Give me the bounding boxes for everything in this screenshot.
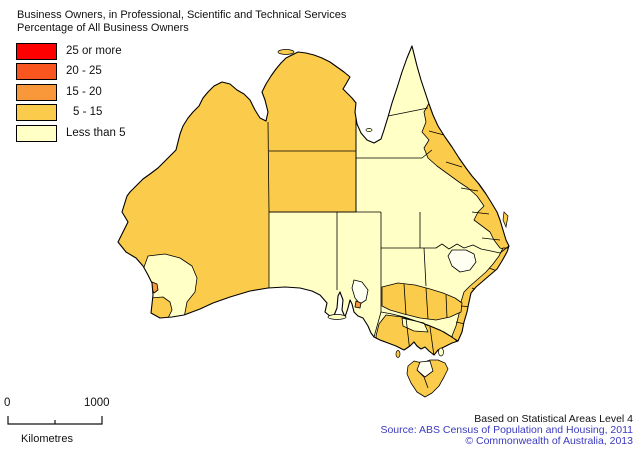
king-island bbox=[395, 350, 401, 358]
mornington-island bbox=[365, 128, 373, 132]
region-central-new-south-wales bbox=[381, 282, 463, 321]
attribution-basis: Based on Statistical Areas Level 4 bbox=[474, 413, 633, 425]
map-title: Business Owners, in Professional, Scient… bbox=[17, 9, 346, 35]
map-title-line1: Business Owners, in Professional, Scient… bbox=[17, 9, 347, 21]
attribution-copyright: © Commonwealth of Australia, 2013 bbox=[465, 434, 633, 447]
region-new-england bbox=[447, 249, 477, 273]
legend-label: Less than 5 bbox=[66, 127, 126, 139]
region-tasmania-north bbox=[416, 360, 434, 378]
legend-swatch-25-or-more bbox=[16, 43, 57, 60]
legend-swatch-20-25 bbox=[16, 63, 57, 80]
flinders-island bbox=[438, 347, 444, 357]
legend-swatch-15-20 bbox=[16, 84, 57, 101]
attribution-source: Source: ABS Census of Population and Hou… bbox=[380, 423, 633, 436]
scale-bar bbox=[7, 416, 103, 425]
legend-swatch-5-15 bbox=[16, 104, 57, 121]
australia-coastline bbox=[117, 45, 510, 356]
region-tasmania bbox=[406, 359, 449, 398]
legend-label: 20 - 25 bbox=[66, 65, 102, 77]
region-adelaide-hills bbox=[351, 279, 369, 305]
map-title-line2: Percentage of All Business Owners bbox=[17, 22, 189, 34]
melville-island bbox=[277, 49, 295, 55]
region-adelaide-metro bbox=[354, 300, 362, 309]
scale-end-label: 1000 bbox=[84, 397, 110, 409]
attribution-block: Based on Statistical Areas Level 4 Sourc… bbox=[380, 414, 633, 446]
legend-label: 15 - 20 bbox=[66, 86, 102, 98]
scale-start-label: 0 bbox=[4, 397, 11, 409]
fraser-island bbox=[502, 211, 509, 229]
kangaroo-island bbox=[327, 314, 347, 320]
legend-label: 25 or more bbox=[66, 45, 122, 57]
scale-unit-label: Kilometres bbox=[21, 433, 73, 445]
state-borders bbox=[267, 103, 509, 342]
legend-swatch-less-than-5 bbox=[16, 125, 57, 142]
legend-label: 5 - 15 bbox=[73, 106, 103, 118]
tasmania-divider bbox=[416, 369, 429, 389]
